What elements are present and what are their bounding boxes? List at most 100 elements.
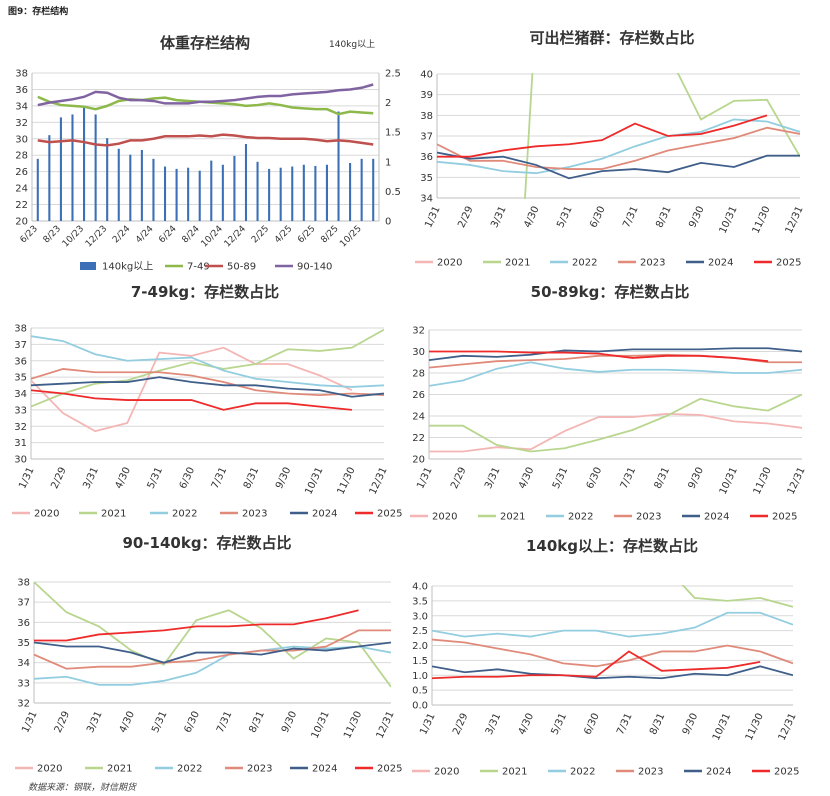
x-tick-label: 12/24 <box>223 224 249 250</box>
series-line <box>31 335 384 388</box>
legend-label: 2021 <box>500 512 525 523</box>
chart-title: 体重存栏结构 <box>160 34 250 52</box>
series-line <box>429 350 769 363</box>
x-tick-label: 11/30 <box>335 466 357 497</box>
legend-label: 2024 <box>708 258 733 269</box>
x-tick-label: 6/30 <box>588 205 607 230</box>
x-tick-label: 8/31 <box>648 712 667 737</box>
legend-label: 2023 <box>640 258 665 269</box>
legend-label: 2024 <box>312 764 337 775</box>
series-line <box>31 389 353 411</box>
bar <box>198 170 201 221</box>
x-tick-label: 4/25 <box>273 224 294 245</box>
x-tick-label: 5/31 <box>550 712 569 737</box>
y-tick-label: 3.5 <box>412 596 428 607</box>
y-tick-label: 37 <box>14 340 27 351</box>
legend-item: 2020 <box>410 512 457 523</box>
x-tick-label: 3/31 <box>483 466 502 491</box>
x-tick-label: 8/31 <box>654 205 673 230</box>
y-tick-label: 32 <box>15 118 28 129</box>
x-tick-label: 11/30 <box>342 710 364 741</box>
series-line <box>34 641 391 664</box>
y-tick-label: 20 <box>412 455 425 466</box>
x-tick-label: 12/31 <box>786 466 808 497</box>
chart-title: 90-140kg：存栏数占比 <box>122 534 291 552</box>
series-line <box>429 361 802 387</box>
series-line <box>432 611 793 638</box>
x-tick-label: 2/29 <box>49 466 68 491</box>
legend-item: 2022 <box>546 512 593 523</box>
bar <box>210 160 213 221</box>
x-tick-label: 1/31 <box>17 466 36 491</box>
legend-item: 140kg以上 <box>80 261 153 273</box>
x-tick-label: 3/31 <box>81 466 100 491</box>
x-tick-label: 8/31 <box>247 710 266 735</box>
legend-item: 2021 <box>85 764 132 775</box>
series-line <box>429 347 802 361</box>
y-tick-label: 28 <box>412 369 425 380</box>
series-line <box>676 73 800 158</box>
x-tick-label: 12/31 <box>375 710 397 741</box>
chart-title: 140kg以上：存栏数占比 <box>526 537 698 555</box>
x-tick-label: 12/31 <box>777 712 799 743</box>
bar <box>221 164 224 221</box>
legend-swatch <box>80 262 96 270</box>
y-tick-label: 0.5 <box>412 686 428 697</box>
y2-tick-label: 2.5 <box>385 69 401 80</box>
bar <box>337 111 340 221</box>
x-tick-label: 9/30 <box>280 710 299 735</box>
y2-tick-label: 0 <box>385 217 391 228</box>
x-tick-label: 10/31 <box>718 466 740 497</box>
series-line <box>437 114 768 158</box>
y-tick-label: 36 <box>15 85 28 96</box>
x-tick-label: 10/23 <box>61 224 86 249</box>
legend-label: 2025 <box>774 767 799 778</box>
legend-item: 2021 <box>79 509 126 520</box>
bar <box>360 158 363 221</box>
series-line <box>432 665 793 680</box>
legend-label: 2022 <box>572 258 597 269</box>
legend-label: 2020 <box>432 512 457 523</box>
y-tick-label: 38 <box>14 324 27 335</box>
x-tick-label: 4/30 <box>114 466 133 491</box>
x-tick-label: 9/30 <box>274 466 293 491</box>
chart-title: 50-89kg：存栏数占比 <box>531 283 690 301</box>
figure-label: 图9：存栏结构 <box>8 7 69 17</box>
y-tick-label: 32 <box>412 326 425 337</box>
y2-tick-label: 2 <box>385 98 391 109</box>
y-tick-label: 38 <box>17 578 30 589</box>
legend-label: 2021 <box>107 764 132 775</box>
legend-label: 2024 <box>312 509 337 520</box>
series-line <box>432 638 793 668</box>
y-tick-label: 3.0 <box>412 611 428 622</box>
y-tick-label: 35 <box>14 373 27 384</box>
bar <box>256 161 259 221</box>
bar <box>36 158 39 221</box>
y-tick-label: 24 <box>412 412 425 423</box>
annotation: 140kg以上 <box>329 39 375 50</box>
series-line <box>437 151 800 180</box>
legend-item: 2023 <box>220 509 267 520</box>
bar <box>314 165 317 221</box>
x-tick-label: 10/31 <box>310 710 332 741</box>
y-tick-label: 30 <box>14 455 27 466</box>
y2-tick-label: 1.5 <box>385 128 401 139</box>
legend-label: 2022 <box>568 512 593 523</box>
legend-label: 2023 <box>242 509 267 520</box>
bar <box>268 168 271 221</box>
series-line <box>524 73 534 199</box>
x-tick-label: 10/31 <box>718 205 740 236</box>
bar <box>140 149 143 221</box>
legend-item: 2024 <box>290 764 337 775</box>
y-tick-label: 30 <box>15 134 28 145</box>
legend-item: 2024 <box>290 509 337 520</box>
y-tick-label: 37 <box>420 132 433 143</box>
legend-item: 2025 <box>355 764 402 775</box>
x-tick-label: 12/31 <box>784 205 806 236</box>
legend-item: 2024 <box>682 512 729 523</box>
x-tick-label: 5/31 <box>150 710 169 735</box>
x-tick-label: 12/23 <box>84 224 109 249</box>
legend-item: 2021 <box>480 767 527 778</box>
x-tick-label: 7/31 <box>210 466 229 491</box>
